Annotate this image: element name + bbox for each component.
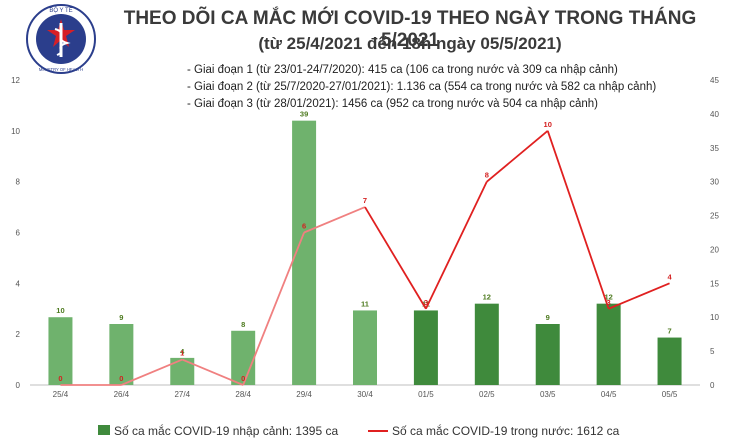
x-tick-label: 30/4	[357, 390, 373, 399]
y-left-tick-label: 6	[16, 229, 21, 238]
y-left-tick-label: 2	[16, 330, 21, 339]
line-value-label: 3	[607, 298, 611, 307]
line-segment	[486, 130, 549, 183]
bar	[231, 330, 256, 385]
y-right-tick-label: 20	[710, 245, 719, 254]
line-segment	[546, 130, 610, 310]
line-value-label: 4	[667, 272, 672, 281]
y-right-tick-label: 5	[710, 347, 715, 356]
line-segment	[608, 282, 670, 310]
x-tick-label: 03/5	[540, 390, 556, 399]
x-tick-label: 26/4	[114, 390, 130, 399]
phase-3-text: - Giai đoạn 3 (từ 28/01/2021): 1456 ca (…	[187, 98, 599, 110]
y-right-tick-label: 0	[710, 381, 715, 390]
bar	[413, 310, 438, 385]
x-tick-label: 29/4	[296, 390, 312, 399]
legend-line-label: Số ca mắc COVID-19 trong nước: 1612 ca	[392, 423, 620, 438]
line-segment	[121, 358, 183, 386]
bar-value-label: 11	[422, 299, 430, 308]
line-value-label: 8	[485, 171, 489, 180]
x-tick-label: 28/4	[235, 390, 251, 399]
y-right-tick-label: 30	[710, 178, 719, 187]
y-left-tick-label: 4	[16, 279, 21, 288]
line-value-label: 3	[424, 298, 428, 307]
y-left-tick-label: 8	[16, 178, 21, 187]
bar-value-label: 9	[546, 313, 550, 322]
x-tick-label: 25/4	[53, 390, 69, 399]
legend-bar-label: Số ca mắc COVID-19 nhập cảnh: 1395 ca	[114, 423, 338, 438]
y-right-tick-label: 25	[710, 212, 719, 221]
line-value-label: 1	[180, 349, 184, 358]
line-value-label: 6	[302, 222, 306, 231]
line-segment	[425, 181, 488, 310]
phase-1-text: - Giai đoạn 1 (từ 23/01-24/7/2020): 415 …	[187, 64, 618, 76]
y-right-tick-label: 45	[710, 76, 719, 85]
bar	[535, 324, 560, 385]
bar	[170, 357, 195, 385]
chart-subtitle: (từ 25/4/2021 đến 18h ngày 05/5/2021)	[258, 34, 562, 53]
y-right-tick-label: 10	[710, 313, 719, 322]
bar	[657, 337, 682, 385]
line-segment	[303, 206, 366, 234]
line-segment	[364, 206, 427, 310]
y-left-tick-label: 10	[11, 127, 20, 136]
y-right-tick-label: 35	[710, 144, 719, 153]
legend-bar-swatch	[98, 425, 110, 435]
bar	[48, 317, 73, 385]
logo-top-text: BỘ Y TẾ	[49, 7, 72, 14]
x-tick-label: 01/5	[418, 390, 434, 399]
line-segment	[181, 358, 244, 386]
bar-value-label: 39	[300, 110, 308, 119]
bar-value-label: 4	[180, 347, 185, 356]
bar	[353, 310, 377, 385]
y-right-tick-label: 40	[710, 110, 719, 119]
logo-bottom-text: MINISTRY OF HEALTH	[39, 67, 83, 72]
bar-value-label: 8	[241, 320, 245, 329]
line-value-label: 0	[58, 374, 62, 383]
x-tick-label: 05/5	[662, 390, 678, 399]
line-value-label: 0	[119, 374, 123, 383]
bar-value-label: 9	[119, 313, 123, 322]
x-tick-label: 04/5	[601, 390, 617, 399]
x-tick-label: 27/4	[174, 390, 190, 399]
line-value-label: 7	[363, 196, 367, 205]
y-right-tick-label: 15	[710, 279, 719, 288]
phase-2-text: - Giai đoạn 2 (từ 25/7/2020-27/01/2021):…	[187, 81, 657, 93]
bar-value-label: 12	[604, 293, 612, 302]
bar-value-label: 7	[667, 327, 671, 336]
bar-value-label: 12	[483, 293, 491, 302]
y-left-tick-label: 12	[11, 76, 20, 85]
bar-value-label: 11	[361, 299, 369, 308]
chart-title: THEO DÕI CA MẮC MỚI COVID-19 THEO NGÀY T…	[123, 8, 697, 51]
y-left-tick-label: 0	[16, 381, 21, 390]
line-value-label: 10	[544, 120, 552, 129]
bar	[596, 303, 621, 385]
bar	[474, 303, 499, 385]
line-value-label: 0	[241, 374, 245, 383]
ministry-logo: BỘ Y TẾ MINISTRY OF HEALTH	[26, 4, 96, 74]
line-segment	[242, 232, 305, 386]
bar	[109, 324, 134, 385]
x-tick-label: 02/5	[479, 390, 495, 399]
bar-value-label: 10	[56, 306, 64, 315]
